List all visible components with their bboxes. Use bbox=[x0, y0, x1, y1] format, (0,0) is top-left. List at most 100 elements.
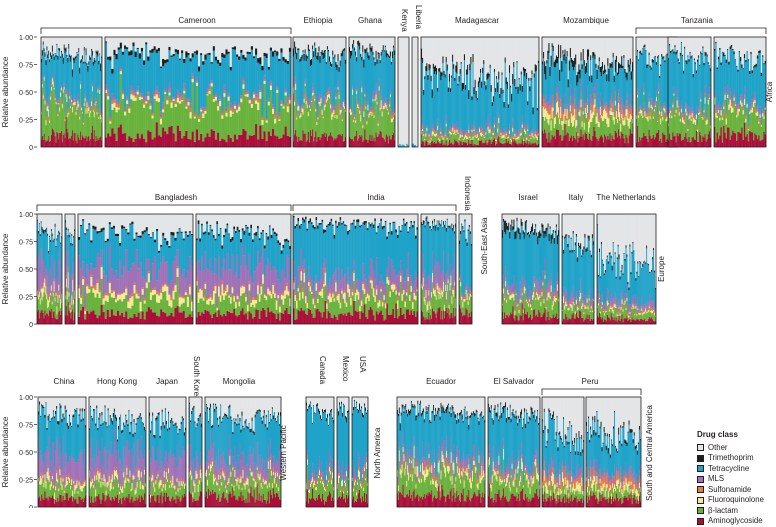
bar-segment-lactam bbox=[85, 101, 86, 137]
bar-segment-trimethoprim bbox=[469, 64, 470, 70]
bar-segment-fluoroquinolone bbox=[392, 119, 393, 122]
bar-segment-aminoglycoside bbox=[726, 138, 727, 147]
bar-segment-sulfonamide bbox=[145, 100, 147, 101]
bar-segment-tetracycline bbox=[63, 64, 64, 83]
bar-segment-fluoroquinolone bbox=[619, 112, 620, 121]
bar-segment-mls bbox=[393, 111, 394, 115]
bar-segment-sulfonamide bbox=[71, 293, 72, 295]
bar-segment-sulfonamide bbox=[556, 94, 557, 103]
bar-segment-tetracycline bbox=[684, 49, 685, 113]
bar-segment-lactam bbox=[75, 105, 76, 133]
bar-segment-trimethoprim bbox=[69, 54, 70, 57]
bar-segment-lactam bbox=[196, 86, 198, 130]
bar-segment-lactam bbox=[622, 124, 623, 134]
bar-segment-mls bbox=[589, 110, 590, 115]
bar-segment-mls bbox=[551, 105, 552, 111]
bar-segment-aminoglycoside bbox=[324, 133, 325, 147]
bar-segment-lactam bbox=[524, 132, 525, 141]
bar-segment-tetracycline bbox=[680, 55, 681, 112]
bar-segment-fluoroquinolone bbox=[52, 302, 53, 304]
bar-segment-other bbox=[173, 37, 175, 54]
bar-segment-mls bbox=[591, 99, 592, 106]
bar-segment-mls bbox=[454, 125, 455, 128]
bar-segment-other bbox=[468, 37, 469, 90]
bar-segment-sulfonamide bbox=[680, 118, 681, 119]
bar-segment-trimethoprim bbox=[484, 81, 485, 85]
bar-segment-aminoglycoside bbox=[615, 131, 616, 147]
bar-segment-other bbox=[422, 37, 423, 58]
bar-segment-mls bbox=[109, 116, 111, 119]
bar-segment-mls bbox=[483, 131, 484, 134]
bar-segment-fluoroquinolone bbox=[80, 84, 81, 88]
bar-segment-aminoglycoside bbox=[700, 135, 701, 147]
bar-segment-fluoroquinolone bbox=[686, 113, 687, 116]
bar-segment-trimethoprim bbox=[436, 68, 437, 75]
bar-segment-mls bbox=[657, 112, 658, 117]
bar-segment-other bbox=[54, 37, 55, 56]
bar-segment-lactam bbox=[270, 90, 272, 136]
bar-segment-trimethoprim bbox=[626, 72, 627, 77]
bar-segment-sulfonamide bbox=[171, 100, 173, 102]
bar-segment-tetracycline bbox=[553, 51, 554, 94]
bar-segment-aminoglycoside bbox=[483, 143, 484, 147]
bar-segment-tetracycline bbox=[335, 67, 336, 87]
bar-segment-other bbox=[575, 37, 576, 54]
bar-segment-other bbox=[696, 37, 697, 70]
bar-segment-sulfonamide bbox=[676, 109, 677, 110]
bar-segment-fluoroquinolone bbox=[666, 117, 667, 121]
bar-segment-trimethoprim bbox=[156, 49, 158, 52]
bar-segment-aminoglycoside bbox=[357, 141, 358, 147]
bar-segment-fluoroquinolone bbox=[441, 136, 442, 137]
bar-segment-trimethoprim bbox=[599, 57, 600, 61]
bar-segment-other bbox=[724, 37, 725, 55]
bar-segment-aminoglycoside bbox=[58, 139, 59, 147]
bar-segment-trimethoprim bbox=[128, 51, 130, 55]
bar-segment-fluoroquinolone bbox=[465, 135, 466, 138]
bar-segment-sulfonamide bbox=[76, 109, 77, 111]
bar-segment-sulfonamide bbox=[451, 131, 452, 133]
bar-segment-fluoroquinolone bbox=[754, 100, 755, 103]
bar-segment-lactam bbox=[315, 112, 316, 132]
bar-segment-mls bbox=[505, 132, 506, 135]
bar-segment-fluoroquinolone bbox=[471, 130, 472, 132]
bar-segment-lactam bbox=[48, 307, 49, 316]
bar-segment-lactam bbox=[451, 134, 452, 142]
bar-segment-fluoroquinolone bbox=[479, 128, 480, 132]
bar-segment-sulfonamide bbox=[736, 112, 737, 115]
bar-segment-trimethoprim bbox=[422, 58, 423, 63]
bar-segment-sulfonamide bbox=[734, 95, 735, 98]
bar-segment-tetracycline bbox=[156, 53, 158, 87]
bar-segment-mls bbox=[122, 90, 124, 93]
bar-segment-aminoglycoside bbox=[135, 139, 137, 147]
bar-segment-aminoglycoside bbox=[352, 139, 353, 147]
bar-segment-fluoroquinolone bbox=[504, 135, 505, 137]
bar-segment-tetracycline bbox=[672, 51, 673, 100]
bar-segment-aminoglycoside bbox=[60, 315, 61, 324]
bar-segment-tetracycline bbox=[116, 59, 118, 99]
bar-segment-lactam bbox=[593, 115, 594, 127]
bar-segment-fluoroquinolone bbox=[45, 286, 46, 294]
bar-segment-other bbox=[308, 37, 309, 45]
bar-segment-aminoglycoside bbox=[312, 129, 313, 147]
bar-segment-trimethoprim bbox=[234, 46, 236, 49]
bar-segment-lactam bbox=[261, 125, 263, 139]
bar-segment-trimethoprim bbox=[718, 57, 719, 60]
bar-segment-other bbox=[376, 37, 377, 51]
bar-segment-lactam bbox=[359, 114, 360, 135]
bar-segment-trimethoprim bbox=[192, 53, 194, 57]
bar-segment-trimethoprim bbox=[294, 41, 295, 47]
bar-segment-fluoroquinolone bbox=[69, 96, 70, 98]
bar-segment-sulfonamide bbox=[622, 110, 623, 118]
bar-segment-other bbox=[128, 37, 130, 51]
bar-segment-mls bbox=[545, 96, 546, 103]
bar-segment-tetracycline bbox=[363, 67, 364, 104]
bar-segment-fluoroquinolone bbox=[164, 92, 166, 94]
bar-segment-tetracycline bbox=[533, 114, 534, 131]
bar-segment-trimethoprim bbox=[566, 56, 567, 63]
bar-segment-lactam bbox=[143, 108, 145, 139]
bar-segment-fluoroquinolone bbox=[723, 107, 724, 109]
bar-segment-other bbox=[707, 37, 708, 54]
bar-segment-sulfonamide bbox=[200, 108, 202, 109]
bar-segment-aminoglycoside bbox=[76, 141, 77, 147]
bar-segment-mls bbox=[692, 107, 693, 112]
